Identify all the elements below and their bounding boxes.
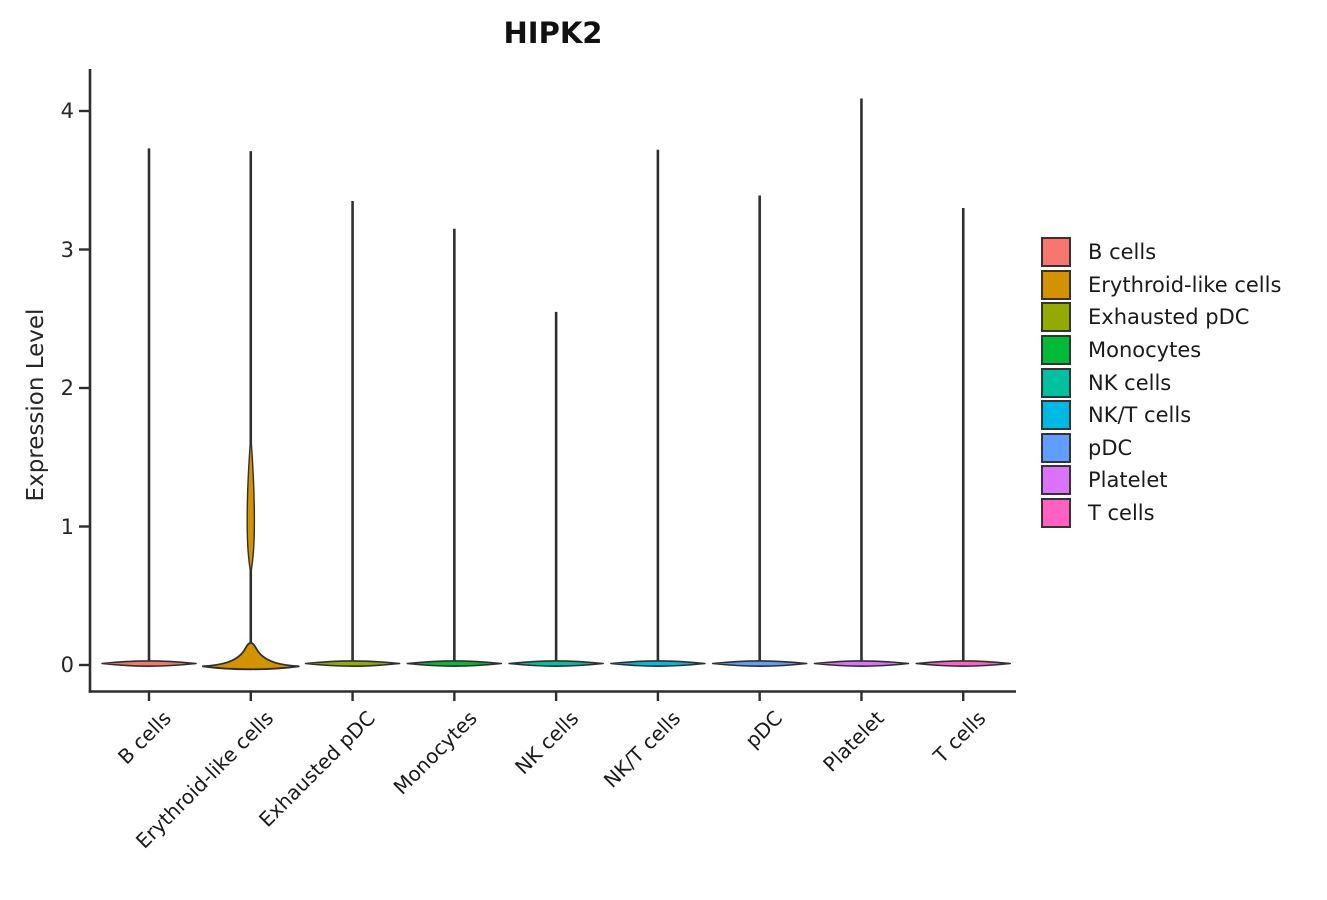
violin-base-lens <box>304 660 401 667</box>
legend-label: B cells <box>1088 240 1157 265</box>
legend-swatch <box>1041 367 1071 398</box>
legend-swatch <box>1041 335 1071 366</box>
violin-b-cells <box>101 148 197 667</box>
violin-erythroid-like-cells <box>201 151 300 671</box>
y-tick-label-0: 0 <box>60 653 74 677</box>
violin-exhausted-pdc <box>304 201 401 667</box>
legend-swatch <box>1041 432 1071 463</box>
violin-base-lens <box>406 660 503 667</box>
violin-base-lens <box>915 660 1012 667</box>
y-tick-label-4: 4 <box>60 99 74 123</box>
legend-label: NK/T cells <box>1088 403 1192 428</box>
legend-swatch <box>1041 498 1071 529</box>
legend-swatch <box>1041 465 1071 496</box>
legend-label: pDC <box>1088 435 1133 460</box>
legend-label: Platelet <box>1088 468 1168 493</box>
legend-item-exhausted-pdc: Exhausted pDC <box>1041 301 1281 334</box>
legend-item-platelet: Platelet <box>1041 464 1281 497</box>
legend-item-erythroid-like-cells: Erythroid-like cells <box>1041 269 1281 302</box>
violin-base-lens <box>711 660 808 667</box>
y-tick-label-2: 2 <box>60 376 74 400</box>
violin-base-bulge <box>201 641 300 671</box>
violin-base-lens <box>813 660 910 667</box>
legend-label: NK cells <box>1088 370 1172 395</box>
violin-t-cells <box>915 207 1012 667</box>
legend-label: Monocytes <box>1088 338 1202 363</box>
legend-item-b-cells: B cells <box>1041 236 1281 269</box>
y-tick-label-3: 3 <box>60 237 74 262</box>
violin-base-lens <box>508 660 604 667</box>
legend-label: Exhausted pDC <box>1088 305 1250 330</box>
violin-mid-spindle <box>246 436 256 574</box>
legend: B cells Erythroid-like cells Exhausted pDC… <box>1041 236 1281 529</box>
legend-item-monocytes: Monocytes <box>1041 334 1281 367</box>
plot-title: HIPK2 <box>503 16 603 50</box>
legend-label: Erythroid-like cells <box>1088 272 1282 297</box>
violin-nk-t-cells <box>610 149 706 667</box>
legend-item-nk-cells: NK cells <box>1041 366 1281 399</box>
legend-swatch <box>1041 269 1071 300</box>
violin-base-lens <box>101 660 197 667</box>
violin-pdc <box>711 195 808 667</box>
legend-item-nk-t-cells: NK/T cells <box>1041 399 1281 432</box>
legend-label: T cells <box>1088 501 1155 526</box>
violin-monocytes <box>406 228 503 667</box>
violin-platelet <box>813 98 910 667</box>
violin-base-lens <box>610 660 706 667</box>
legend-swatch <box>1041 302 1071 333</box>
legend-swatch <box>1041 237 1071 268</box>
legend-swatch <box>1041 400 1071 431</box>
legend-item-pdc: pDC <box>1041 432 1281 465</box>
violin-nk-cells <box>508 311 604 667</box>
y-tick-label-1: 1 <box>60 514 74 539</box>
legend-item-t-cells: T cells <box>1041 497 1281 530</box>
